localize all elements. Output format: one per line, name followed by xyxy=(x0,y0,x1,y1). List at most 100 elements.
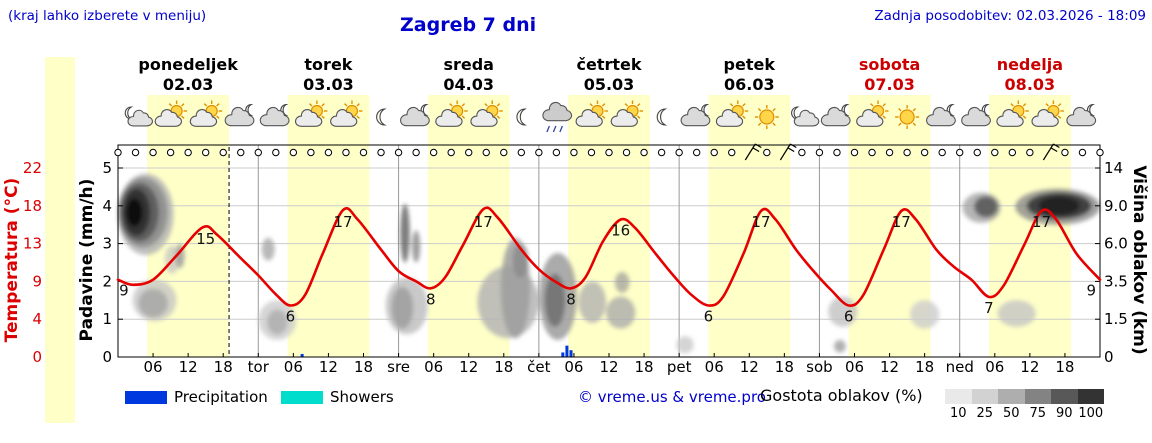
sun-cloud-icon xyxy=(715,100,749,127)
cloud-cover-symbols xyxy=(114,143,1104,161)
svg-text:17: 17 xyxy=(892,213,911,231)
svg-text:06: 06 xyxy=(845,358,864,376)
svg-text:06: 06 xyxy=(424,358,443,376)
svg-text:9: 9 xyxy=(1086,282,1096,300)
svg-text:9: 9 xyxy=(32,272,42,290)
cloud-density-step xyxy=(1051,389,1078,404)
cloud-density-step-label: 50 xyxy=(1002,406,1020,421)
sun-cloud-icon xyxy=(435,100,468,127)
day-name: torek xyxy=(304,55,352,74)
day-date: 03.03 xyxy=(303,75,354,94)
sun-cloud-icon xyxy=(294,100,328,127)
svg-text:18: 18 xyxy=(354,358,373,376)
sun-cloud-icon xyxy=(154,100,188,127)
cloud-density-step-label: 90 xyxy=(1055,406,1073,421)
svg-text:0: 0 xyxy=(102,348,112,366)
svg-text:6: 6 xyxy=(704,307,714,325)
cloud-moon-icon xyxy=(1066,103,1097,127)
cloud-density-scale xyxy=(945,389,1104,404)
svg-text:06: 06 xyxy=(564,358,583,376)
cloud-moon-icon xyxy=(259,103,290,127)
svg-text:18: 18 xyxy=(915,358,934,376)
cloud-moon-icon xyxy=(820,103,851,127)
svg-text:12: 12 xyxy=(1020,358,1039,376)
precipitation-axis-title: Padavine (mm/h) xyxy=(77,179,97,342)
precipitation-bars xyxy=(300,345,573,357)
svg-text:1: 1 xyxy=(102,310,112,328)
svg-text:8: 8 xyxy=(426,290,436,308)
cloud-density-title: Gostota oblakov (%) xyxy=(760,386,923,405)
precipitation-swatch xyxy=(125,391,167,404)
axis-ticks xyxy=(118,167,1100,358)
svg-text:22: 22 xyxy=(23,159,42,177)
svg-text:6: 6 xyxy=(844,307,854,325)
showers-label: Showers xyxy=(330,388,394,406)
svg-text:12: 12 xyxy=(319,358,338,376)
svg-text:06: 06 xyxy=(705,358,724,376)
last-update: Zadnja posodobitev: 02.03.2026 - 18:09 xyxy=(874,8,1146,24)
svg-text:14: 14 xyxy=(1104,159,1123,177)
cloud-drizzle-icon xyxy=(542,101,573,133)
day-date: 05.03 xyxy=(584,75,635,94)
sun-icon xyxy=(895,105,920,129)
svg-text:0: 0 xyxy=(32,348,42,366)
svg-text:16: 16 xyxy=(611,222,630,240)
svg-text:sob: sob xyxy=(806,358,833,376)
svg-text:12: 12 xyxy=(459,358,478,376)
day-name: nedelja xyxy=(997,55,1063,74)
cloud-density-step-label: 75 xyxy=(1029,406,1047,421)
x-axis-labels: 06 12 18 tor 06 12 18 sre 06 12 18 čet 06 12 18 pet 06 12… xyxy=(144,358,1075,376)
svg-text:čet: čet xyxy=(527,358,550,376)
sun-cloud-icon xyxy=(330,100,363,127)
sun-cloud-icon xyxy=(470,100,503,127)
svg-text:17: 17 xyxy=(1032,213,1051,231)
svg-text:18: 18 xyxy=(1055,358,1074,376)
svg-text:18: 18 xyxy=(214,358,233,376)
day-date: 04.03 xyxy=(443,75,494,94)
svg-text:12: 12 xyxy=(880,358,899,376)
cloud-moon-icon xyxy=(926,103,956,127)
svg-text:ned: ned xyxy=(946,358,974,376)
precipitation-label: Precipitation xyxy=(174,388,268,406)
cloud-moon-icon xyxy=(400,103,430,127)
svg-text:4: 4 xyxy=(32,310,42,328)
svg-text:8: 8 xyxy=(566,290,576,308)
temperature-value-labels: 9 15 6 17 8 17 8 16 6 17 6 17 7 17 9 xyxy=(119,213,1096,326)
sun-cloud-icon xyxy=(575,100,608,127)
showers-swatch xyxy=(281,391,323,404)
moon-icon xyxy=(376,108,387,126)
temperature-curve xyxy=(116,206,1102,307)
cloud-moon-icon xyxy=(961,103,991,127)
cloud-density-step xyxy=(998,389,1025,404)
moon-icon xyxy=(516,108,528,126)
cloud-density-step-label: 10 xyxy=(949,406,967,421)
copyright-link[interactable]: © vreme.us & vreme.pro xyxy=(578,388,766,406)
sun-cloud-icon xyxy=(189,100,223,127)
svg-text:pet: pet xyxy=(667,358,692,376)
svg-text:7: 7 xyxy=(984,299,994,317)
svg-text:3.5: 3.5 xyxy=(1104,272,1128,290)
svg-text:3: 3 xyxy=(102,235,112,253)
cloud-density-scale-labels: 10 25 50 75 90 100 xyxy=(945,406,1104,421)
svg-text:17: 17 xyxy=(333,213,352,231)
day-name: četrtek xyxy=(576,55,641,74)
cloud-moon-icon xyxy=(224,103,255,127)
cloud-layer xyxy=(117,173,1100,354)
moon-cloud-icon xyxy=(124,106,154,127)
menu-hint: (kraj lahko izberete v meniju) xyxy=(8,8,207,24)
day-name: petek xyxy=(724,55,776,74)
sun-cloud-icon xyxy=(610,100,644,127)
svg-text:18: 18 xyxy=(23,197,42,215)
sun-cloud-icon xyxy=(856,100,889,127)
page-title: Zagreb 7 dni xyxy=(400,14,537,36)
cloud-density-step-label: 100 xyxy=(1078,406,1104,421)
daylight-bands xyxy=(45,57,1071,423)
cloud-height-axis-title: Višina oblakov (km) xyxy=(1129,165,1149,354)
svg-text:1.5: 1.5 xyxy=(1104,310,1128,328)
svg-text:06: 06 xyxy=(144,358,163,376)
cloud-density-step xyxy=(1024,389,1051,404)
day-date: 08.03 xyxy=(1005,75,1056,94)
cloud-moon-icon xyxy=(680,103,711,127)
